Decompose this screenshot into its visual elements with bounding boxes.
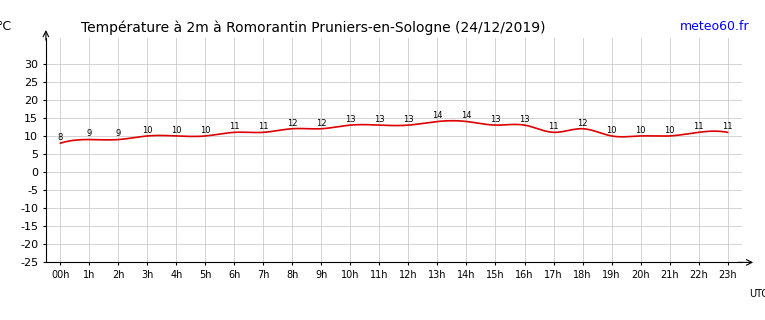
Text: 13: 13 [403, 115, 414, 124]
Text: 13: 13 [519, 115, 530, 124]
Text: Température à 2m à Romorantin Pruniers-en-Sologne (24/12/2019): Température à 2m à Romorantin Pruniers-e… [80, 20, 545, 35]
Text: 12: 12 [316, 119, 327, 128]
Text: 12: 12 [578, 119, 588, 128]
Text: UTC: UTC [749, 289, 765, 299]
Text: 9: 9 [86, 130, 92, 139]
Text: 9: 9 [116, 130, 121, 139]
Text: 10: 10 [664, 126, 675, 135]
Text: 12: 12 [287, 119, 298, 128]
Text: 10: 10 [200, 126, 210, 135]
Text: 13: 13 [490, 115, 501, 124]
Text: 11: 11 [722, 122, 733, 131]
Text: 11: 11 [230, 122, 239, 131]
Text: 8: 8 [57, 133, 63, 142]
Text: °C: °C [0, 20, 11, 34]
Text: 11: 11 [693, 122, 704, 131]
Text: 14: 14 [461, 111, 472, 120]
Text: 13: 13 [374, 115, 385, 124]
Text: 14: 14 [432, 111, 443, 120]
Text: 10: 10 [607, 126, 617, 135]
Text: 10: 10 [635, 126, 646, 135]
Text: 11: 11 [549, 122, 558, 131]
Text: meteo60.fr: meteo60.fr [679, 20, 749, 34]
Text: 11: 11 [259, 122, 269, 131]
Text: 10: 10 [142, 126, 153, 135]
Text: 10: 10 [171, 126, 181, 135]
Text: 13: 13 [345, 115, 356, 124]
